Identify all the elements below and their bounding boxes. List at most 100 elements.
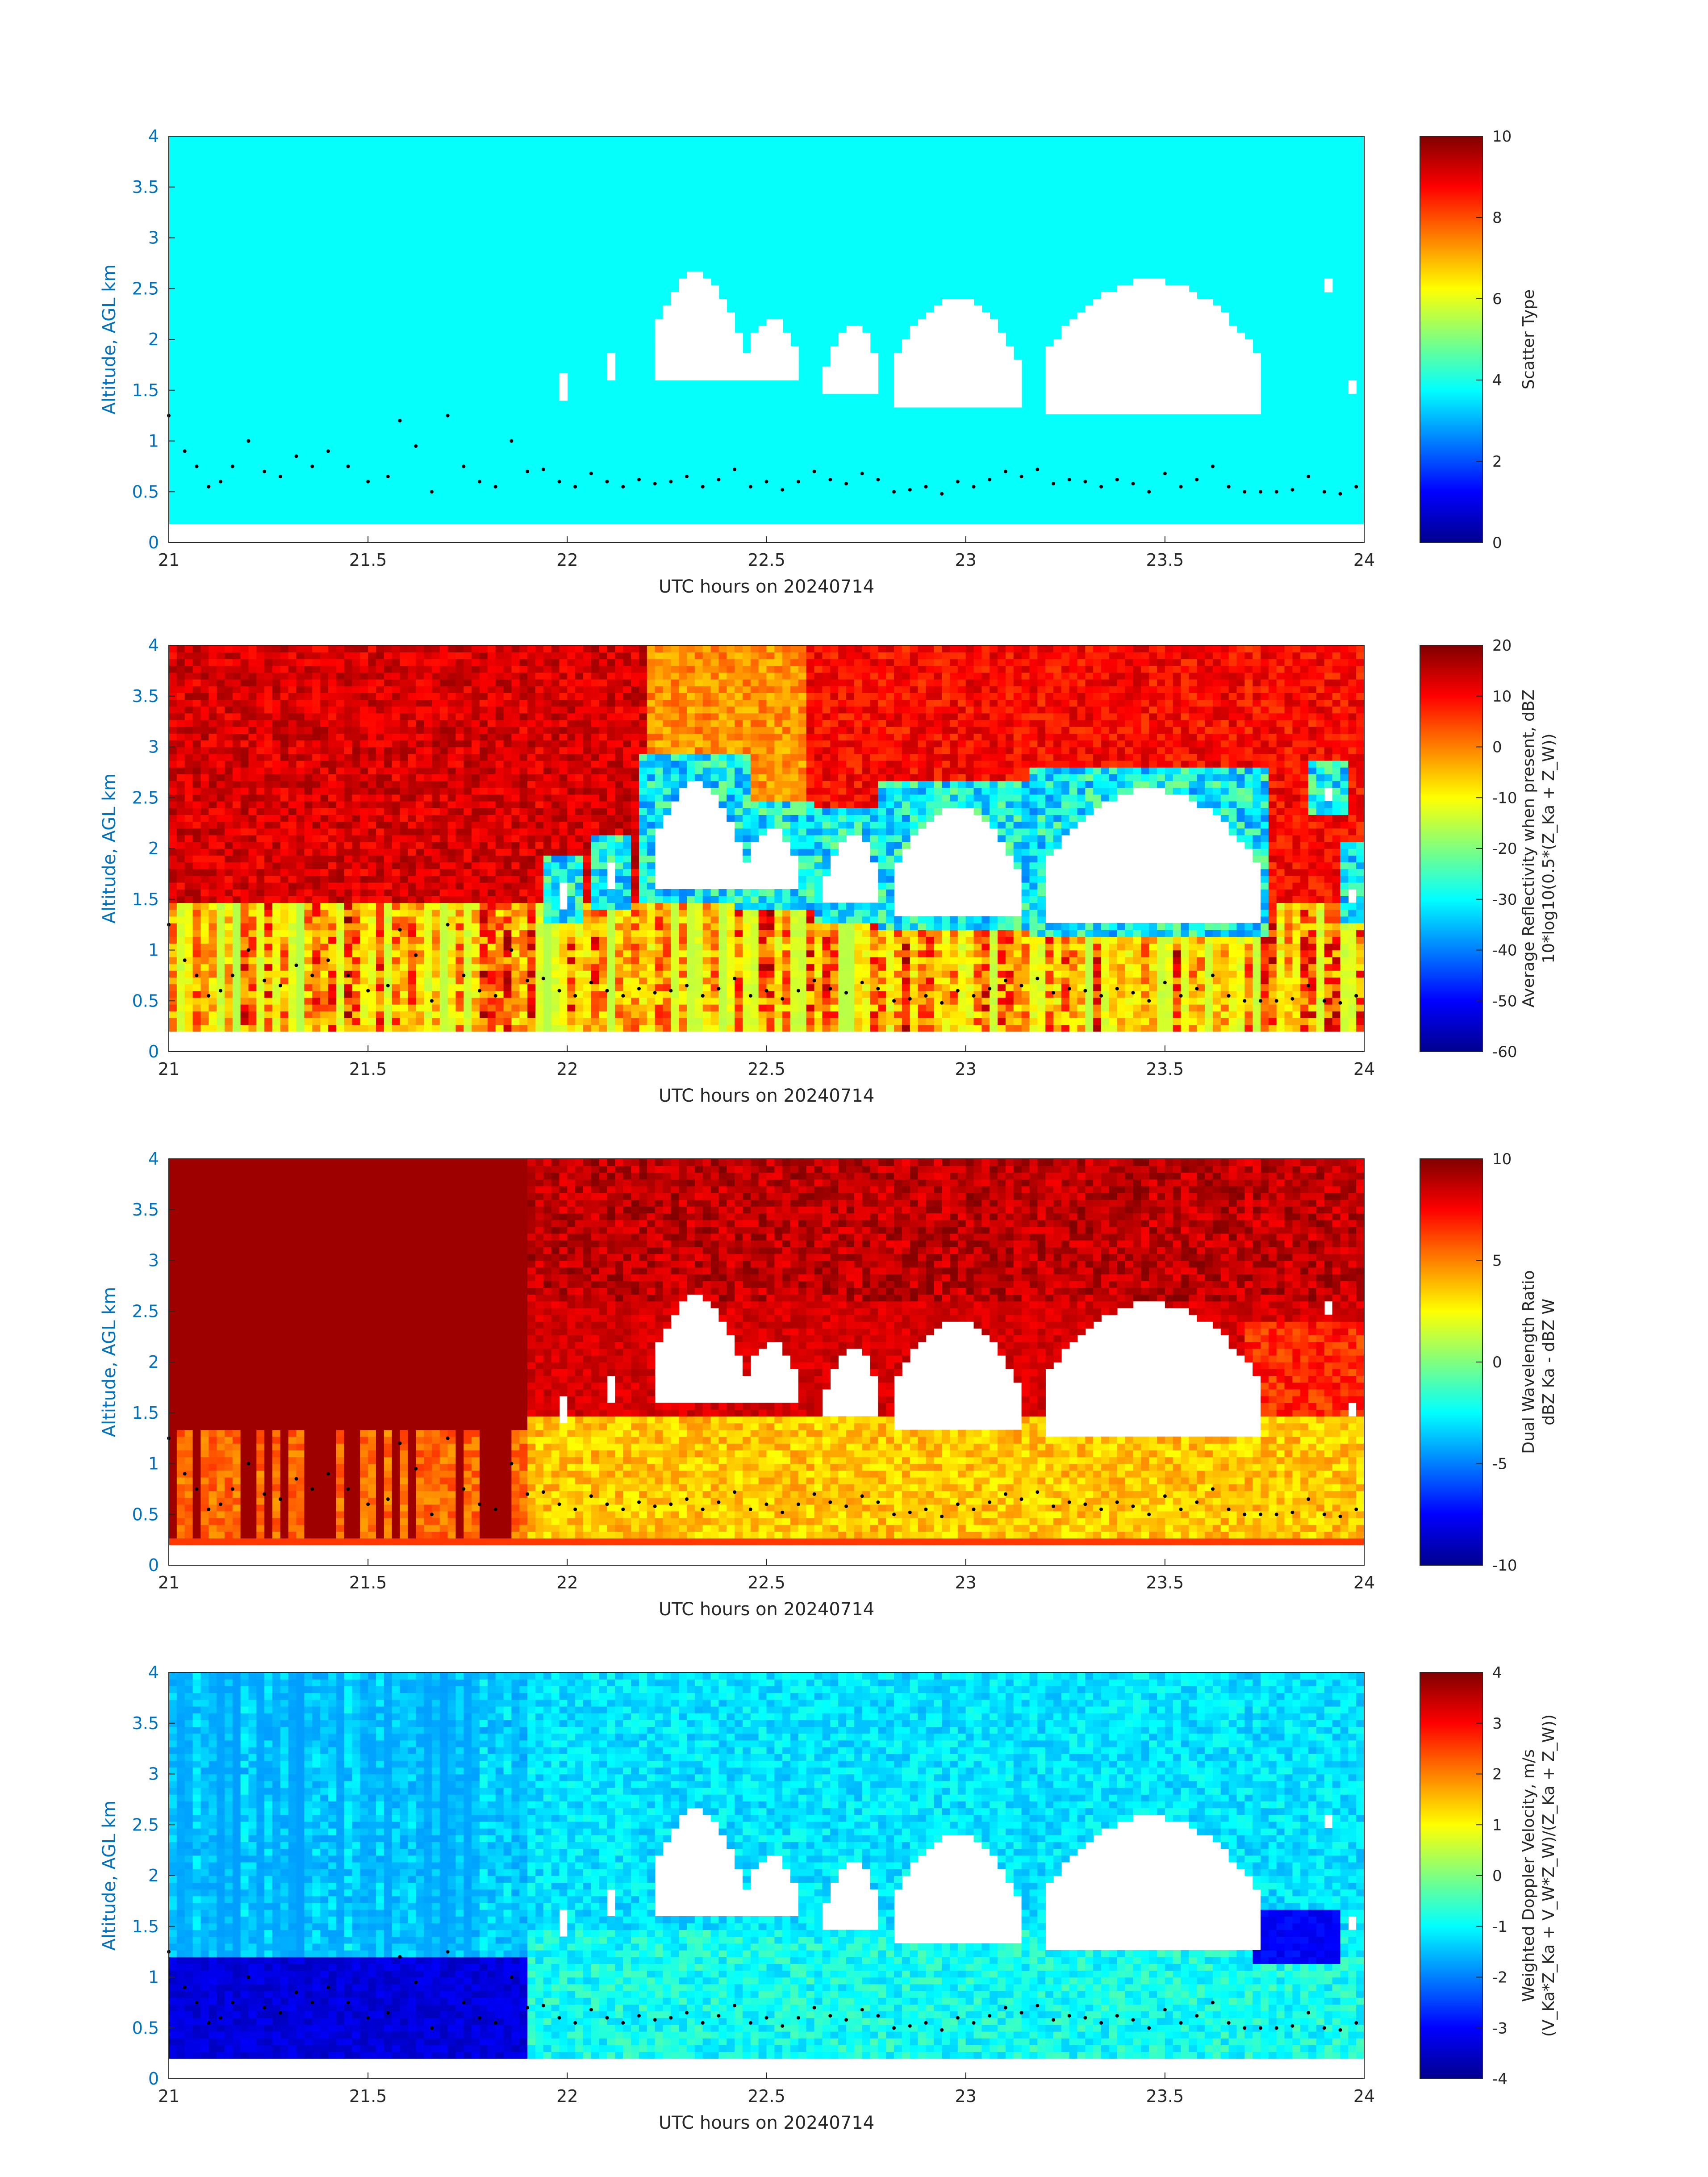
heatmap-cell: [464, 781, 472, 788]
cloud-cell: [1053, 407, 1062, 414]
heatmap-cell: [695, 923, 703, 930]
cloud-cell: [902, 339, 910, 347]
heatmap-cell: [368, 848, 376, 856]
heatmap-cell: [718, 930, 727, 937]
heatmap-cell: [527, 781, 536, 788]
heatmap-cell: [416, 693, 424, 700]
cloud-cell: [1189, 312, 1197, 319]
cloud-cell: [767, 367, 775, 374]
heatmap-cell: [496, 957, 504, 964]
cloud-cell: [1006, 393, 1014, 401]
cloud-cell: [974, 319, 982, 326]
heatmap-cell: [336, 774, 345, 781]
heatmap-cell: [567, 760, 576, 768]
heatmap-cell: [209, 686, 217, 693]
heatmap-cell: [193, 713, 201, 720]
heatmap-cell: [639, 679, 647, 686]
cloud-cell: [1101, 407, 1110, 414]
heatmap-cell: [511, 774, 520, 781]
heatmap-cell: [272, 706, 281, 714]
heatmap-cell: [639, 950, 647, 957]
heatmap-cell: [344, 706, 353, 714]
heatmap-cell: [631, 855, 639, 862]
cloud-cell: [966, 299, 974, 306]
cloud-cell: [998, 380, 1006, 387]
heatmap-cell: [328, 964, 337, 971]
heatmap-cell: [432, 781, 440, 788]
heatmap-cell: [551, 1018, 560, 1025]
heatmap-cell: [623, 889, 631, 896]
heatmap-cell: [711, 957, 719, 964]
heatmap-cell: [360, 754, 368, 761]
heatmap-cell: [448, 686, 456, 693]
heatmap-cell: [248, 713, 257, 720]
heatmap-cell: [655, 788, 664, 795]
cloud-cell: [1101, 346, 1110, 353]
heatmap-cell: [432, 828, 440, 836]
cloud-cell: [1045, 393, 1054, 401]
heatmap-cell: [280, 733, 289, 740]
heatmap-cell: [288, 828, 297, 836]
heatmap-cell: [288, 855, 297, 862]
cloud-base-point: [231, 464, 234, 468]
heatmap-cell: [599, 693, 608, 700]
heatmap-cell: [695, 916, 703, 923]
heatmap-cell: [703, 747, 711, 754]
heatmap-cell: [464, 645, 472, 652]
heatmap-cell: [209, 733, 217, 740]
heatmap-cell: [320, 767, 329, 774]
cloud-cell: [1133, 333, 1141, 340]
heatmap-cell: [248, 991, 257, 998]
heatmap-cell: [312, 652, 321, 659]
heatmap-cell: [718, 794, 727, 802]
heatmap-cell: [535, 781, 544, 788]
cloud-cell: [1165, 353, 1173, 360]
heatmap-cell: [655, 889, 664, 896]
heatmap-cell: [424, 754, 432, 761]
cloud-cell: [1157, 360, 1165, 367]
heatmap-cell: [639, 998, 647, 1005]
heatmap-cell: [352, 1018, 360, 1025]
cloud-base-point: [1195, 478, 1199, 481]
heatmap-cell: [488, 970, 496, 978]
heatmap-cell: [599, 842, 608, 849]
heatmap-cell: [727, 666, 735, 673]
heatmap-cell: [368, 706, 376, 714]
heatmap-cell: [241, 1011, 249, 1018]
heatmap-cell: [424, 882, 432, 890]
heatmap-cell: [288, 720, 297, 727]
cloud-cell: [1157, 285, 1165, 292]
cloud-cell: [655, 373, 664, 380]
heatmap-cell: [695, 977, 703, 984]
heatmap-cell: [472, 727, 480, 734]
heatmap-cell: [679, 977, 687, 984]
heatmap-cell: [511, 733, 520, 740]
heatmap-cell: [272, 950, 281, 957]
heatmap-cell: [209, 998, 217, 1005]
cloud-cell: [1085, 373, 1094, 380]
heatmap-cell: [320, 943, 329, 950]
heatmap-cell: [711, 1004, 719, 1011]
heatmap-cell: [177, 848, 185, 856]
cloud-cell: [1181, 353, 1190, 360]
cloud-cell: [1189, 339, 1197, 347]
cloud-cell: [926, 387, 934, 394]
heatmap-cell: [177, 788, 185, 795]
heatmap-cell: [408, 808, 416, 815]
heatmap-cell: [591, 767, 600, 774]
heatmap-cell: [480, 848, 488, 856]
heatmap-cell: [193, 1018, 201, 1025]
heatmap-cell: [376, 889, 384, 896]
heatmap-cell: [567, 706, 576, 714]
heatmap-cell: [543, 740, 552, 747]
heatmap-cell: [241, 869, 249, 876]
heatmap-cell: [472, 713, 480, 720]
cloud-cell: [1221, 380, 1229, 387]
heatmap-cell: [368, 882, 376, 890]
heatmap-cell: [727, 970, 735, 978]
heatmap-cell: [551, 923, 560, 930]
heatmap-cell: [527, 659, 536, 666]
heatmap-cell: [424, 977, 432, 984]
cloud-cell: [902, 360, 910, 367]
cloud-cell: [1045, 346, 1054, 353]
